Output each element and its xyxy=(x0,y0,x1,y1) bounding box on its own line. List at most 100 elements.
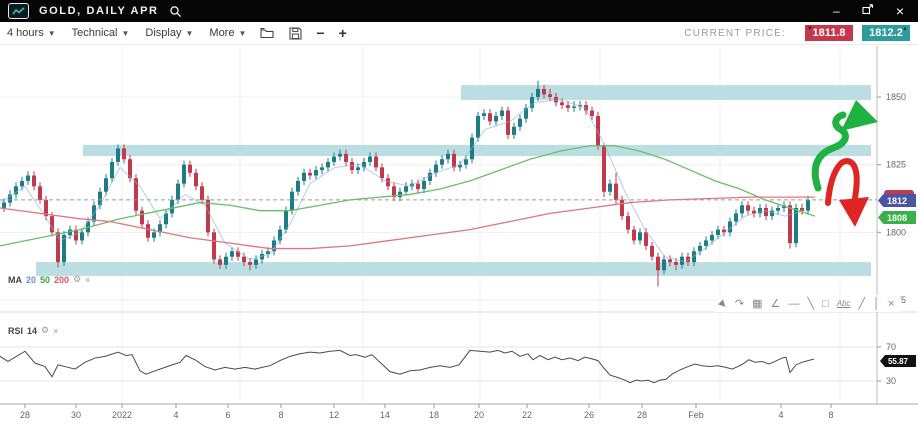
date-label: 30 xyxy=(71,410,81,420)
bull-candle xyxy=(326,161,330,168)
bear-candle xyxy=(788,205,792,244)
bear-candle xyxy=(488,113,492,122)
ma-remove-icon[interactable]: × xyxy=(85,274,91,285)
date-label: 26 xyxy=(584,410,594,420)
bull-candle xyxy=(518,118,522,127)
freehand-curve-tool-icon[interactable]: ↷ xyxy=(734,297,745,310)
bear-candle xyxy=(614,183,618,200)
restore-button[interactable] xyxy=(862,0,874,22)
date-label: 28 xyxy=(637,410,647,420)
drawn-arrow-down-head xyxy=(839,197,869,227)
bull-candle xyxy=(710,235,714,241)
title-bar: GOLD, DAILY APR – × xyxy=(0,0,918,22)
bull-candle xyxy=(182,164,186,184)
trend-line-tool-icon[interactable]: ╱ xyxy=(858,297,866,310)
bull-candle xyxy=(692,251,696,263)
bull-candle xyxy=(26,175,30,181)
bull-candle xyxy=(398,191,402,198)
price-axis-label: 1825 xyxy=(886,160,906,170)
bull-candle xyxy=(266,251,270,254)
date-label: 28 xyxy=(20,410,30,420)
bull-candle xyxy=(662,259,666,271)
bull-candle xyxy=(794,207,798,244)
bull-candle xyxy=(464,159,468,165)
bear-candle xyxy=(632,229,636,241)
bear-candle xyxy=(548,94,552,97)
bull-candle xyxy=(338,153,342,157)
segment-tool-icon[interactable]: ╲ xyxy=(807,297,815,310)
price-axis-label: 1800 xyxy=(886,227,906,237)
bear-candle xyxy=(194,172,198,187)
bull-candle xyxy=(704,240,708,246)
bear-candle xyxy=(722,229,726,233)
price-chart-canvas[interactable]: 1850182518001775703028302022468121418202… xyxy=(0,44,918,426)
bull-candle xyxy=(290,191,294,211)
bear-candle xyxy=(200,186,204,200)
bear-candle xyxy=(74,229,78,241)
zoom-in-button[interactable]: + xyxy=(338,25,347,41)
date-label: 6 xyxy=(225,410,230,420)
bear-candle xyxy=(686,256,690,263)
ma20-period: 20 xyxy=(26,274,37,285)
bear-candle xyxy=(344,153,348,162)
bull-candle xyxy=(356,167,360,171)
bear-candle xyxy=(146,224,150,238)
window-title: GOLD, DAILY APR xyxy=(39,5,159,17)
bear-candle xyxy=(800,207,804,211)
drawn-arrow-up xyxy=(811,111,849,192)
bear-candle xyxy=(560,102,564,106)
date-label: 22 xyxy=(522,410,532,420)
bull-candle xyxy=(494,115,498,122)
text-tool-icon[interactable]: Abc xyxy=(836,298,851,308)
rsi-label: RSI xyxy=(8,325,24,336)
bear-candle xyxy=(452,153,456,168)
bull-candle xyxy=(776,207,780,211)
bull-candle xyxy=(224,256,228,265)
bull-candle xyxy=(2,202,6,208)
timeframe-dropdown[interactable]: 4 hours ▼ xyxy=(7,27,56,39)
close-button[interactable]: × xyxy=(895,3,904,19)
bull-candle xyxy=(500,110,504,116)
fib-grid-tool-icon[interactable]: ▦ xyxy=(752,297,763,310)
bull-candle xyxy=(458,164,462,168)
drawing-toolbar: ▶ ↷ ▦ ∠ — ╲ □ Abc ╱ │ × xyxy=(714,295,901,312)
bear-candle xyxy=(56,232,60,263)
minimize-button[interactable]: – xyxy=(833,4,840,18)
rectangle-tool-icon[interactable]: □ xyxy=(822,297,829,310)
more-dropdown[interactable]: More ▼ xyxy=(209,27,246,39)
trend-fan-tool-icon[interactable]: ∠ xyxy=(770,297,781,310)
ma-settings-gear-icon[interactable]: ⚙ xyxy=(73,274,82,284)
open-folder-icon[interactable] xyxy=(260,27,275,39)
display-dropdown[interactable]: Display ▼ xyxy=(145,27,193,39)
ma200-period: 200 xyxy=(54,274,70,285)
date-label: 4 xyxy=(173,410,178,420)
horizontal-line-tool-icon[interactable]: — xyxy=(788,297,800,310)
zone-support-lower xyxy=(36,262,871,276)
drawn-arrow-up-head xyxy=(841,100,878,131)
bear-candle xyxy=(644,232,648,246)
rsi-settings-gear-icon[interactable]: ⚙ xyxy=(41,325,50,335)
rsi-remove-icon[interactable]: × xyxy=(53,325,59,336)
bid-price-badge: ▼ 1811.8 xyxy=(805,25,853,41)
bull-candle xyxy=(164,213,168,225)
date-label: 20 xyxy=(474,410,484,420)
rsi-level-label: 70 xyxy=(886,342,896,352)
bull-candle xyxy=(740,205,744,214)
timeframe-label: 4 hours xyxy=(7,27,44,39)
zoom-out-button[interactable]: − xyxy=(316,25,325,41)
zone-resistance-upper xyxy=(461,85,871,100)
bear-candle xyxy=(746,205,750,211)
date-label: 12 xyxy=(329,410,339,420)
bear-candle xyxy=(650,245,654,257)
technical-dropdown[interactable]: Technical ▼ xyxy=(72,27,130,39)
bear-candle xyxy=(122,148,126,160)
close-drawing-toolbar-icon[interactable]: × xyxy=(888,297,895,310)
bear-candle xyxy=(218,259,222,265)
bear-candle xyxy=(668,259,672,263)
search-icon[interactable] xyxy=(169,5,182,18)
bull-candle xyxy=(62,235,66,263)
pointer-tool-icon[interactable]: ▶ xyxy=(717,297,730,310)
save-icon[interactable] xyxy=(289,26,302,40)
bear-candle xyxy=(140,210,144,225)
